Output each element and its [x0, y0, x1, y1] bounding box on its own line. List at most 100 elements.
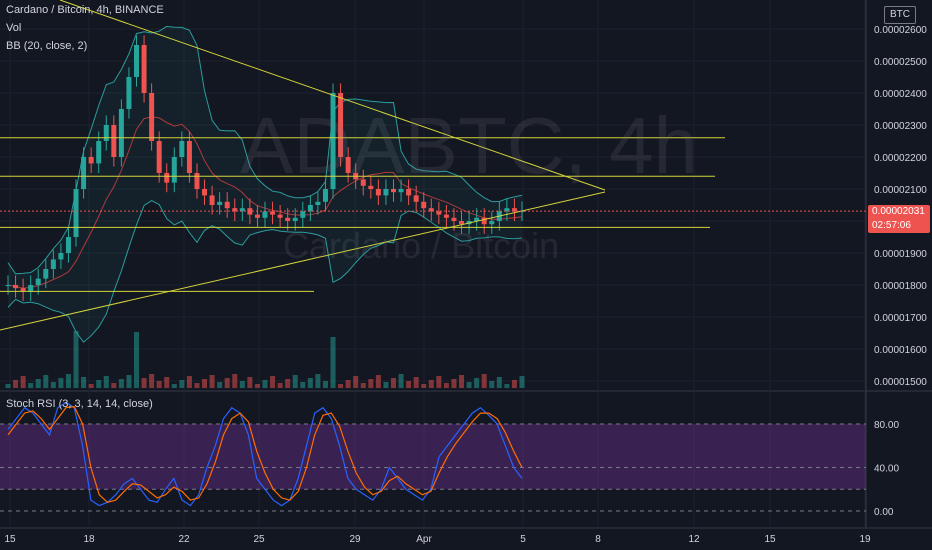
triangle-lower-line	[0, 191, 606, 331]
candle-body	[141, 45, 147, 93]
candle-body	[5, 285, 11, 286]
candle-body	[511, 208, 517, 212]
candle-body	[58, 253, 64, 260]
candle-body	[239, 208, 245, 212]
candle-body	[285, 217, 291, 221]
time-tick-label: 29	[349, 534, 361, 545]
candle-body	[451, 217, 457, 221]
time-tick-label: 12	[688, 534, 700, 545]
volume-bar	[254, 384, 260, 388]
candle-body	[43, 269, 49, 279]
volume-bar	[141, 378, 147, 388]
triangle-upper-line	[59, 0, 606, 191]
candle-body	[149, 93, 155, 141]
candle-body	[232, 208, 238, 212]
candle-body	[202, 189, 208, 196]
volume-bar	[443, 383, 449, 388]
candle-body	[224, 201, 230, 209]
candle-body	[436, 211, 442, 215]
candle-body	[171, 157, 177, 183]
candle-body	[81, 157, 87, 189]
time-tick-label: 15	[764, 534, 776, 545]
time-tick-label: 19	[859, 534, 871, 545]
candle-body	[489, 221, 495, 225]
candle-body	[375, 189, 381, 196]
time-tick-label: 25	[253, 534, 265, 545]
time-tick-label: 18	[83, 534, 95, 545]
volume-bar	[126, 375, 132, 388]
candle-body	[421, 201, 427, 209]
candle-body	[73, 189, 79, 237]
candle-body	[398, 189, 404, 193]
candle-body	[164, 173, 170, 183]
volume-bar	[217, 382, 223, 388]
volume-bar	[338, 384, 344, 388]
symbol-legend[interactable]: Cardano / Bitcoin, 4h, BINANCE	[6, 4, 164, 16]
stoch-tick-label: 0.00	[874, 507, 894, 518]
time-tick-label: Apr	[416, 534, 432, 545]
volume-bar	[459, 375, 465, 388]
volume-bar	[20, 376, 26, 388]
currency-badge[interactable]: BTC	[884, 6, 916, 24]
volume-bar	[43, 375, 49, 388]
bar-countdown: 02:57:06	[872, 220, 911, 231]
price-tick-label: 0.00002400	[874, 89, 927, 100]
volume-bar	[270, 376, 276, 388]
candle-body	[368, 185, 374, 189]
candle-body	[406, 189, 412, 196]
candle-body	[20, 288, 26, 292]
volume-bar	[322, 381, 328, 388]
time-tick-label: 8	[595, 534, 601, 545]
volume-bar	[149, 374, 155, 388]
volume-bar	[474, 378, 480, 388]
stoch-k-line	[7, 401, 523, 507]
price-tick-label: 0.00002200	[874, 153, 927, 164]
candle-body	[103, 125, 109, 141]
volume-bar	[504, 384, 510, 388]
price-tick-label: 0.00001700	[874, 313, 927, 324]
price-tick-label: 0.00002300	[874, 121, 927, 132]
volume-bar	[307, 378, 313, 388]
volume-bar	[285, 379, 291, 388]
volume-bar	[103, 376, 109, 388]
time-tick-label: 22	[178, 534, 190, 545]
volume-bar	[239, 381, 245, 388]
candle-body	[13, 285, 19, 289]
volume-bar	[194, 383, 200, 388]
stoch-d-line	[7, 405, 523, 503]
volume-bar	[496, 377, 502, 388]
candle-body	[322, 189, 328, 202]
candle-body	[28, 285, 34, 292]
candle-body	[345, 157, 351, 173]
price-tick-label: 0.00002600	[874, 25, 927, 36]
bollinger-lower	[7, 200, 523, 343]
candle-body	[209, 195, 215, 205]
candle-body	[383, 189, 389, 196]
candle-body	[156, 141, 162, 173]
volume-bar	[111, 383, 117, 388]
time-tick-label: 15	[4, 534, 16, 545]
stoch-rsi-legend[interactable]: Stoch RSI (3, 3, 14, 14, close)	[6, 398, 153, 410]
volume-bar	[58, 378, 64, 388]
price-tick-label: 0.00001500	[874, 377, 927, 388]
volume-bar	[406, 381, 412, 388]
candle-body	[262, 211, 268, 218]
name-watermark: Cardano / Bitcoin	[283, 225, 560, 266]
candle-body	[338, 93, 344, 157]
candle-body	[428, 208, 434, 212]
price-tick-label: 0.00002100	[874, 185, 927, 196]
volume-bar	[375, 375, 381, 388]
price-tick-label: 0.00002500	[874, 57, 927, 68]
volume-bar	[489, 381, 495, 388]
volume-bar	[315, 374, 321, 388]
volume-bar	[247, 377, 253, 388]
volume-bar	[13, 380, 19, 388]
volume-bar	[134, 332, 139, 388]
candle-body	[118, 109, 124, 157]
bollinger-legend[interactable]: BB (20, close, 2)	[6, 40, 88, 52]
candle-body	[277, 214, 283, 218]
candle-body	[65, 237, 71, 253]
volume-legend[interactable]: Vol	[6, 22, 22, 34]
volume-bar	[451, 379, 457, 388]
